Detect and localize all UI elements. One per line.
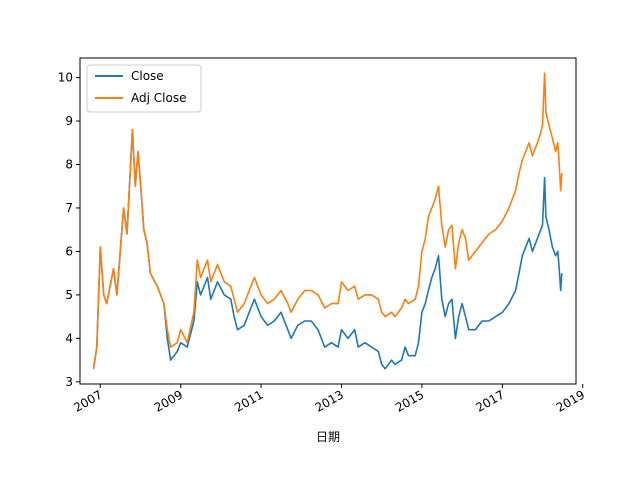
y-tick-label: 6 [65, 244, 73, 258]
y-tick-label: 9 [65, 114, 73, 128]
y-tick-label: 4 [65, 331, 73, 345]
x-axis-label: 日期 [316, 430, 340, 444]
y-tick-label: 5 [65, 288, 73, 302]
plot-frame [79, 57, 577, 385]
legend-label-close: Close [131, 69, 164, 83]
y-tick-label: 3 [65, 375, 73, 389]
y-tick-label: 7 [65, 201, 73, 215]
y-tick-label: 10 [58, 71, 73, 85]
y-tick-label: 8 [65, 157, 73, 171]
y-axis: 3 4 5 6 7 8 9 10 [58, 71, 80, 389]
legend-label-adj-close: Adj Close [131, 91, 186, 105]
series-line-adj-close [92, 72, 563, 369]
legend: Close Adj Close [86, 64, 202, 113]
series-layer [92, 72, 563, 370]
